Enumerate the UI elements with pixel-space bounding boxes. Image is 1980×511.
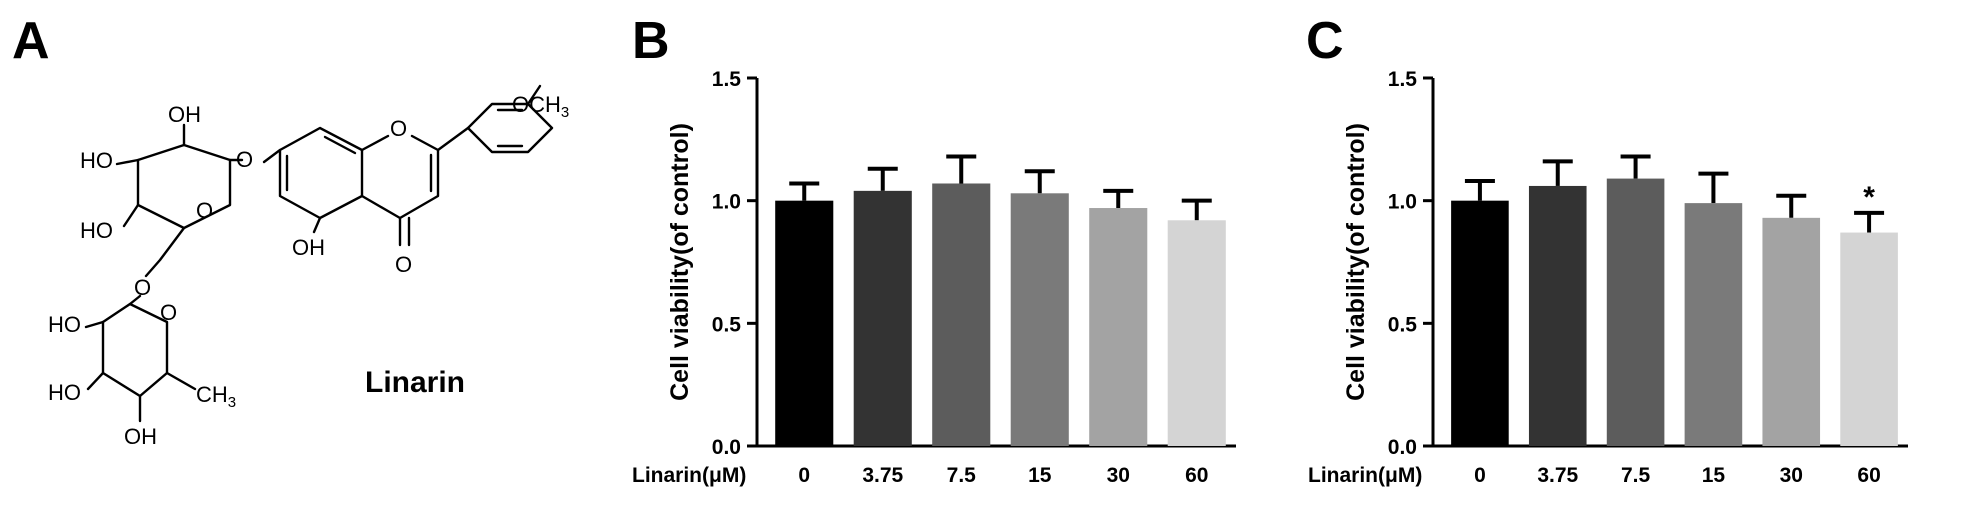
atom-o-chromone: O	[390, 116, 407, 141]
y-tick-label: 1.0	[1388, 191, 1417, 214]
y-tick-label: 0.0	[712, 436, 741, 459]
atom-ch3: CH3	[196, 382, 236, 411]
x-tick-label: 7.5	[1621, 464, 1651, 487]
atom-ch3-main: CH	[196, 382, 228, 407]
atom-ho-ring1: HO	[80, 148, 113, 173]
atom-o-link: O	[236, 147, 253, 172]
atom-oh-top: OH	[168, 102, 201, 127]
bar	[1167, 220, 1226, 446]
bar	[1451, 200, 1509, 446]
y-tick-label: 1.5	[712, 68, 742, 91]
atom-ch3-sub: 3	[228, 394, 236, 411]
chart-b: 0.0 0.5 1.0 1.5 Cell viability(of control) Li…	[632, 68, 1236, 487]
x-tick-label: 0	[1474, 464, 1486, 487]
x-tick-label: 15	[1702, 464, 1726, 487]
x-tick-label: 15	[1028, 464, 1052, 487]
atom-o-glyco: O	[134, 275, 151, 300]
x-tick-label: 0	[798, 464, 810, 487]
y-tick-label: 0.5	[712, 313, 742, 336]
bar	[1606, 178, 1665, 446]
x-tick-label: 30	[1780, 464, 1803, 487]
panel-b: B 0.0 0.5 1.0 1.5 Cell viability(of control)…	[632, 12, 1236, 487]
panel-c: C 0.0 0.5 1.0 1.5 Cell viability(of control)…	[1306, 12, 1908, 487]
bar	[1089, 208, 1148, 446]
atom-o-keto: O	[395, 252, 412, 277]
bar	[853, 190, 912, 446]
x-tick-label: 60	[1185, 464, 1208, 487]
atom-och3-sub: 3	[561, 104, 569, 121]
y-tick-label: 1.5	[1388, 68, 1418, 91]
x-axis-title: Linarin(μM)	[1308, 464, 1422, 487]
x-tick-label: 7.5	[947, 464, 977, 487]
bar	[1528, 185, 1587, 447]
atom-oh-chromone: OH	[292, 235, 325, 260]
bar	[775, 200, 834, 446]
molecule-name: Linarin	[365, 366, 465, 399]
atom-och3-main: OCH	[512, 92, 561, 117]
atom-ho-ring1b: HO	[80, 218, 113, 243]
y-tick-label: 1.0	[712, 191, 741, 214]
x-axis-title: Linarin(μM)	[632, 464, 746, 487]
linarin-structure-drawing	[84, 84, 554, 423]
y-axis-title: Cell viability(of control)	[666, 123, 694, 401]
bar	[932, 183, 991, 446]
bar	[1684, 203, 1743, 446]
atom-ho-ring2b: HO	[48, 380, 81, 405]
atom-och3: OCH3	[512, 92, 569, 121]
x-tick-label: 3.75	[862, 464, 903, 487]
bar	[1840, 232, 1898, 446]
panel-letter-b: B	[632, 12, 670, 70]
y-tick-label: 0.5	[1388, 313, 1418, 336]
chart-c: 0.0 0.5 1.0 1.5 Cell viability(of control) Li…	[1308, 68, 1908, 487]
y-axis-title: Cell viability(of control)	[1342, 123, 1370, 401]
bar	[1010, 193, 1069, 446]
atom-oh-ring2: OH	[124, 424, 157, 449]
y-tick-label: 0.0	[1388, 436, 1417, 459]
panel-letter-a: A	[12, 12, 50, 70]
panel-letter-c: C	[1306, 12, 1344, 70]
atom-o-ring1: O	[196, 198, 213, 223]
atom-ho-ring2a: HO	[48, 312, 81, 337]
panel-a: A	[12, 12, 569, 449]
atom-o-ring2: O	[160, 300, 177, 325]
x-tick-label: 30	[1107, 464, 1130, 487]
significance-marker: *	[1863, 181, 1875, 214]
x-tick-label: 3.75	[1537, 464, 1578, 487]
bar	[1762, 217, 1821, 446]
x-tick-label: 60	[1857, 464, 1880, 487]
